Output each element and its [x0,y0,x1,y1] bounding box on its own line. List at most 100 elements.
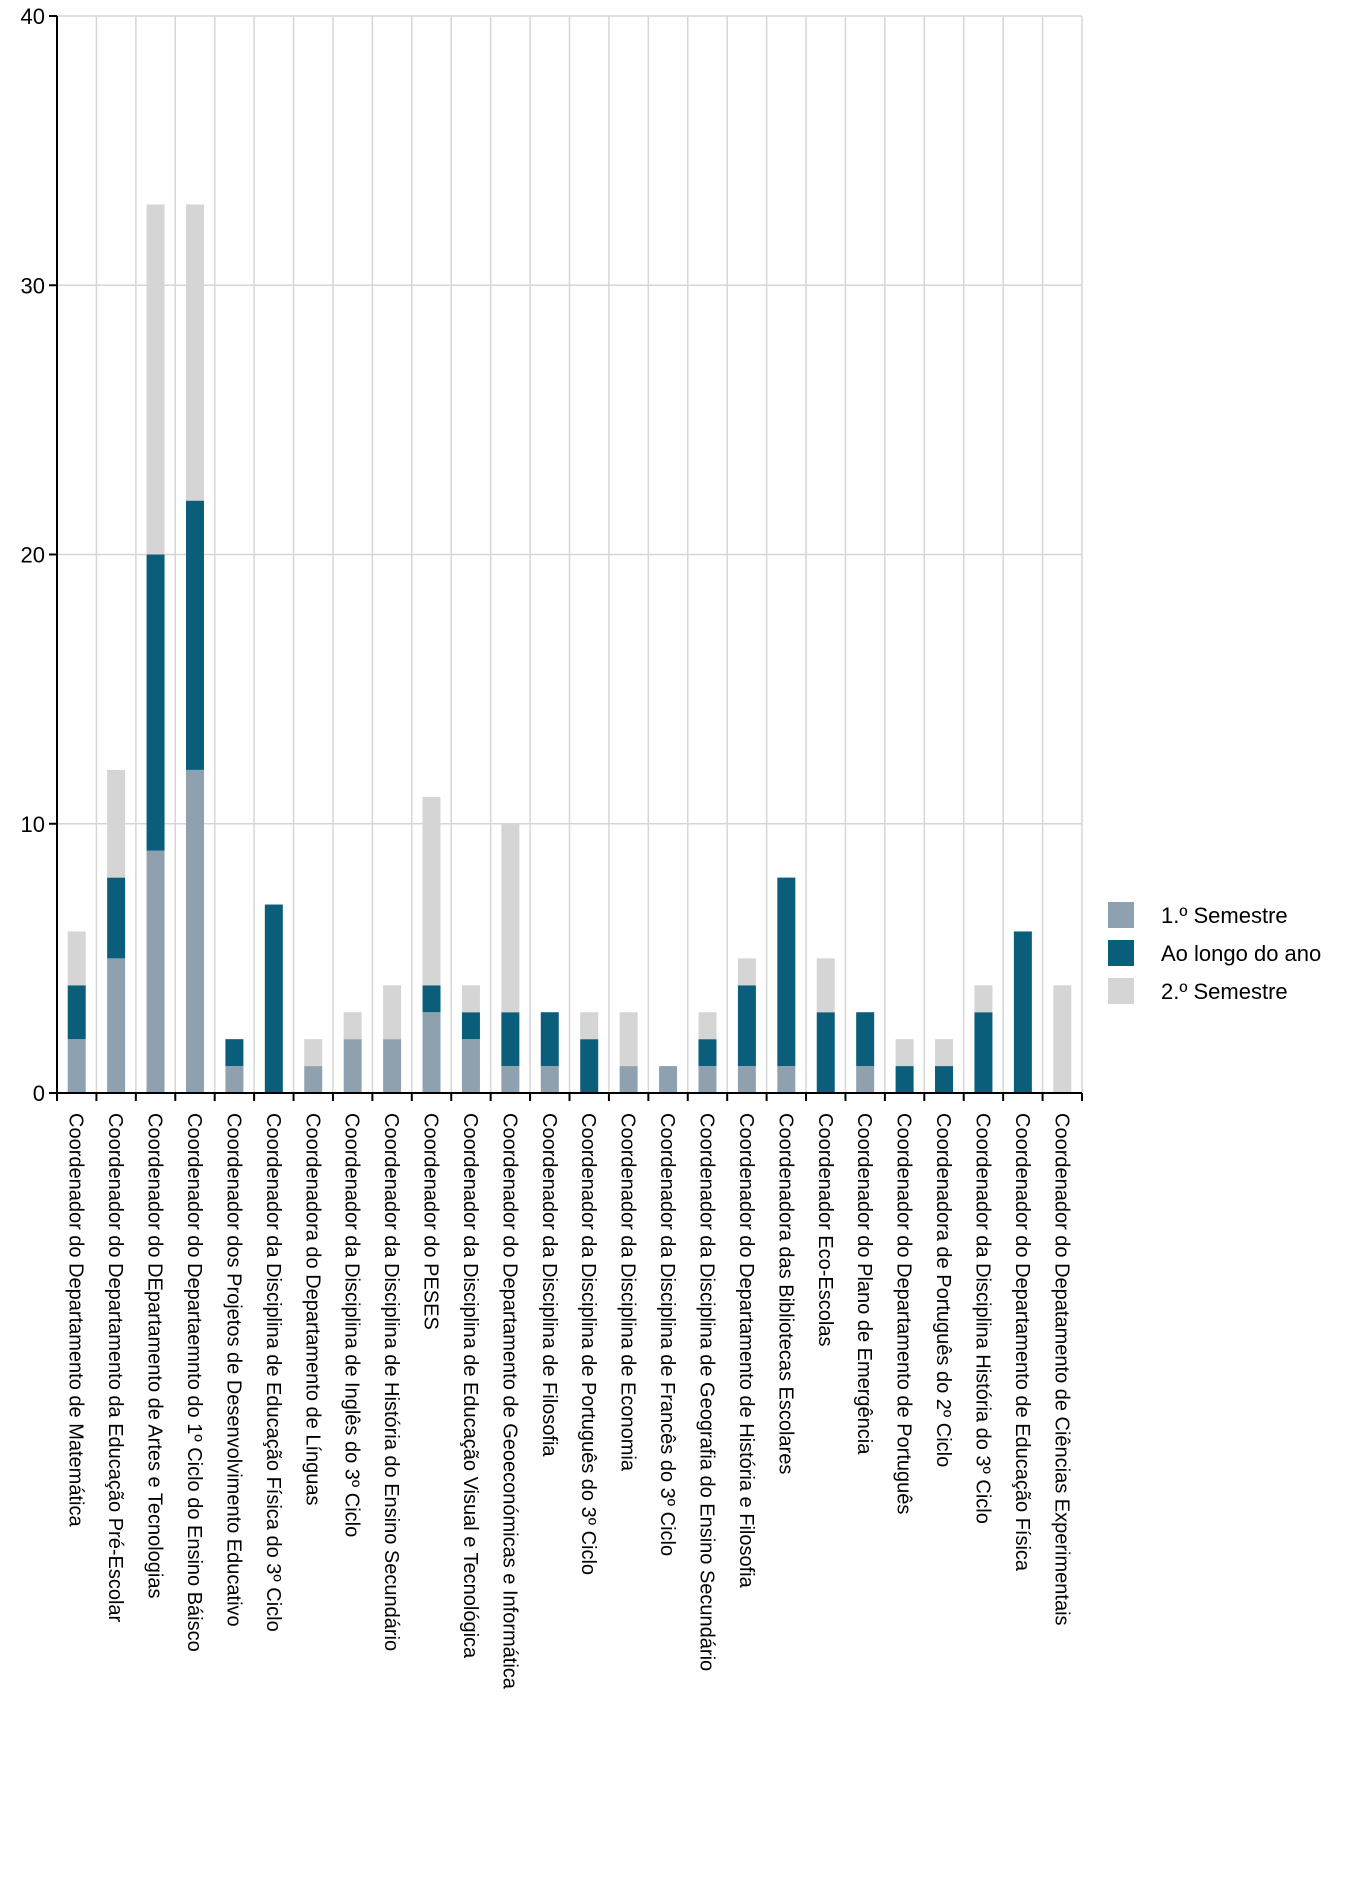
x-tick-label: Coordenadora das Bibliotecas Escolares [774,1113,796,1474]
x-tick-label: Coordenador da Disciplina de Filosofia [538,1113,560,1457]
x-tick-label: Coordenador do Departamento de Geoeconóm… [498,1113,520,1690]
bar-segment-first-semester [107,958,126,1093]
bar-segment-whole-year [1013,931,1032,1093]
bar-segment-second-semester [185,204,204,501]
x-tick-label: Coordenador do Departamento da Educação … [104,1113,126,1623]
bar-segment-first-semester [146,850,165,1093]
grid-lines [57,15,1083,1093]
bar-segment-second-semester [146,204,165,555]
bar-segment-whole-year [816,1012,835,1093]
x-tick-label: Coordenador dos Projetos de Desenvolvime… [222,1113,244,1627]
legend: 1.º Semestre Ao longo do ano 2.º Semestre [1108,902,1321,1004]
x-tick-label: Coordenador da Disciplina de Francês do … [656,1113,678,1556]
x-tick-label: Coordenador da Disciplina de Geografia d… [695,1113,717,1671]
axes [49,15,1083,1101]
bar-segment-first-semester [343,1039,362,1093]
bar-segment-whole-year [185,500,204,770]
bar-segment-second-semester [422,796,441,986]
x-tick-label: Coordenador da Disciplina História do 3º… [971,1113,993,1524]
x-tick-label: Coordenador do Departaemnto do 1º Ciclo … [183,1113,205,1652]
bar-segment-second-semester [501,823,520,1013]
bar-segment-second-semester [343,1012,362,1040]
y-tick-label: 10 [21,812,45,837]
bar-segment-first-semester [619,1066,638,1093]
bar-segment-first-semester [383,1039,402,1093]
bar-segment-whole-year [974,1012,993,1093]
bar-segment-first-semester [737,1066,756,1093]
bar-segment-second-semester [383,985,402,1040]
bar-segment-first-semester [461,1039,480,1093]
bar-segment-first-semester [540,1066,559,1093]
x-tick-label: Coordenador da Disciplina de Inglês do 3… [341,1113,363,1537]
legend-swatch [1108,940,1134,966]
x-tick-label: Coordenador do Departamento de Matemátic… [65,1113,87,1527]
bar-segment-second-semester [935,1039,954,1067]
bar-segment-first-semester [67,1039,86,1093]
x-tick-label: Coordenador do Departamento de Educação … [1011,1113,1033,1572]
x-tick-label: Coordenador do PESES [420,1113,442,1330]
bar-segment-first-semester [777,1066,796,1093]
x-tick-label: Coordenadora do Departamento de Línguas [301,1113,323,1506]
bar-segment-whole-year [461,1012,480,1040]
bar-segment-first-semester [225,1066,244,1093]
bar-segment-first-semester [856,1066,875,1093]
bar-segment-second-semester [737,958,756,986]
bar-segment-whole-year [737,985,756,1067]
legend-label: Ao longo do ano [1161,941,1321,966]
bar-segment-whole-year [67,985,86,1040]
legend-label: 1.º Semestre [1161,903,1288,928]
bar-segment-first-semester [185,769,204,1093]
bar-segment-whole-year [777,877,796,1067]
x-tick-label: Coordenador da Disciplina de História do… [380,1113,402,1651]
bar-segment-second-semester [67,931,86,986]
bar-segment-second-semester [816,958,835,1013]
x-tick-label: Coordenador do DEpartamento de Artes e T… [144,1113,166,1599]
bar-segment-whole-year [935,1066,954,1093]
x-tick-label: Coordenador do Plano de Emergência [853,1113,875,1455]
x-tick-label: Coordenador do Departamento de Português [893,1113,915,1514]
bar-segment-first-semester [698,1066,717,1093]
x-tick-label: Coordenadora de Português do 2º Ciclo [932,1113,954,1467]
x-tick-label: Coordenador da Disciplina de Português d… [577,1113,599,1575]
bar-segment-whole-year [225,1039,244,1067]
bar-segment-whole-year [107,877,126,959]
x-axis-tick-labels: Coordenador do Departamento de Matemátic… [65,1113,1073,1690]
bar-segment-whole-year [856,1012,875,1067]
bar-segment-second-semester [698,1012,717,1040]
bar-segment-whole-year [146,554,165,851]
bar-segment-whole-year [264,904,283,1093]
bar-segment-first-semester [304,1066,323,1093]
x-tick-label: Coordenador da Disciplina de Economia [617,1113,639,1472]
y-tick-label: 30 [21,273,45,298]
x-tick-label: Coordenador da Disciplina de Educação Vi… [459,1113,481,1659]
bar-segment-whole-year [540,1012,559,1067]
bar-segment-whole-year [422,985,441,1013]
bar-segment-second-semester [1053,985,1072,1093]
bar-segment-whole-year [895,1066,914,1093]
legend-label: 2.º Semestre [1161,979,1288,1004]
bar-segment-second-semester [107,769,126,878]
bar-segment-whole-year [580,1039,599,1093]
bar-segment-first-semester [422,1012,441,1093]
bar-segment-first-semester [501,1066,520,1093]
x-tick-label: Coordenador do Depatamento de Ciências E… [1050,1113,1072,1626]
legend-swatch [1108,902,1134,928]
bar-segment-second-semester [304,1039,323,1067]
bar-stacks [67,204,1072,1093]
y-axis-tick-labels: 0 10 20 30 40 [21,4,45,1106]
y-tick-label: 0 [33,1081,45,1106]
legend-swatch [1108,978,1134,1004]
x-tick-label: Coordenador da Disciplina de Educação Fí… [262,1113,284,1632]
bar-segment-second-semester [974,985,993,1013]
bar-segment-second-semester [461,985,480,1013]
x-tick-label: Coordenador do Departamento de História … [735,1113,757,1589]
bar-segment-second-semester [619,1012,638,1067]
bar-segment-first-semester [659,1066,678,1093]
bar-segment-whole-year [698,1039,717,1067]
bar-segment-whole-year [501,1012,520,1067]
y-tick-label: 20 [21,543,45,568]
bar-segment-second-semester [580,1012,599,1040]
y-tick-label: 40 [21,4,45,29]
